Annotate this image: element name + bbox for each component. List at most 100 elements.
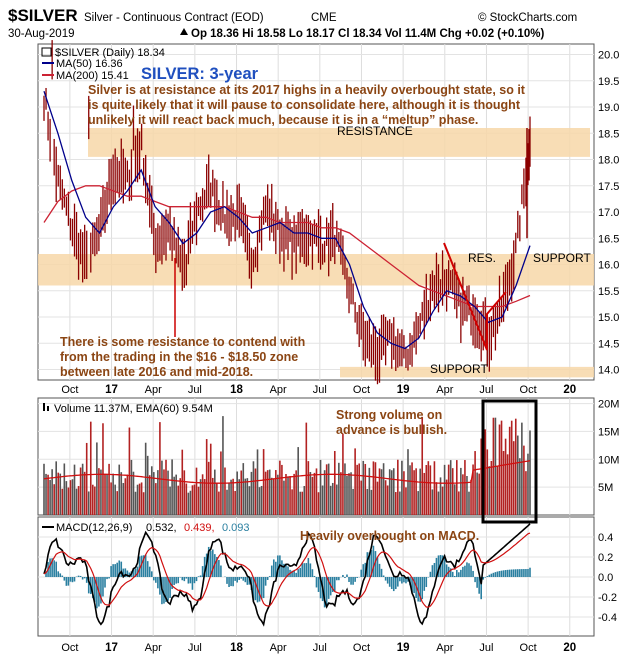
volume-bar — [55, 461, 58, 515]
volume-bar — [150, 466, 153, 515]
volume-bar — [344, 463, 346, 515]
macd-hist-bar — [523, 569, 525, 577]
volume-bar — [100, 469, 102, 515]
volume-bar — [201, 474, 204, 515]
macd-hist-bar — [417, 577, 419, 602]
volume-bar — [94, 486, 96, 515]
volume-bar — [146, 455, 149, 515]
macd-hist-bar — [472, 570, 474, 577]
macd-hist-bar — [55, 561, 58, 577]
macd-legend: MACD(12,26,9) 0.532, 0.439, 0.093 — [42, 522, 250, 534]
macd-hist-bar — [502, 570, 505, 577]
macd-hist-bar — [157, 577, 159, 589]
volume-bar — [325, 464, 328, 515]
brand-label: © StockCharts.com — [478, 12, 577, 24]
macd-hist-bar — [382, 575, 385, 577]
macd-hist-bar — [262, 577, 265, 599]
volume-bar — [165, 459, 167, 515]
volume-bar — [390, 470, 393, 515]
volume-bar — [209, 443, 212, 515]
volume-bar — [374, 462, 377, 515]
macd-hist-bar — [344, 577, 346, 579]
volume-bar — [173, 476, 175, 515]
macd-hist-bar — [378, 563, 381, 577]
macd-hist-bar — [512, 569, 515, 577]
macd-hist-bar — [61, 575, 64, 577]
volume-bar — [498, 424, 501, 515]
volume-bar — [189, 490, 192, 515]
macd-hist-bar — [140, 555, 143, 577]
macd-hist-bar — [364, 562, 367, 577]
macd-hist-bar — [331, 577, 334, 592]
macd-hist-bar — [514, 569, 517, 577]
macd-hist-bar — [376, 557, 379, 577]
macd-hist-bar — [179, 577, 182, 578]
y-axis-ticks: 20.0 19.5 19.0 18.5 18.0 17.5 17.0 16.5 16.0 15.5… — [598, 50, 619, 625]
volume-bar — [67, 487, 70, 515]
macd-hist-bar — [132, 567, 135, 577]
macd-hist-bar — [264, 577, 267, 586]
macd-hist-bar — [114, 564, 116, 577]
macd-hist-bar — [399, 577, 401, 582]
volume-bar — [407, 449, 409, 515]
macd-hist-bar — [73, 577, 76, 582]
macd-hist-bar — [124, 568, 127, 577]
legend-ma200: MA(200) 15.41 — [56, 70, 129, 82]
macd-hist-bar — [441, 555, 444, 577]
macd-hist-bar — [333, 577, 336, 591]
volume-bar — [216, 482, 218, 515]
volume-bar — [368, 467, 371, 515]
volume-bar — [122, 483, 125, 515]
macd-hist-bar — [516, 569, 519, 577]
note-line-1: There is some resistance to contend with — [60, 335, 305, 349]
x-tick-label-price: Oct — [61, 384, 78, 396]
volume-bar — [118, 464, 121, 515]
macd-hist-bar — [218, 559, 220, 577]
volume-bar — [85, 442, 88, 515]
volume-bar — [92, 484, 94, 515]
volume-bar — [260, 485, 263, 515]
x-tick-label-macd: Jul — [479, 642, 493, 654]
volume-bar — [106, 473, 108, 515]
x-axis-ticks: Oct Oct 17 17 Apr Apr Jul Jul 18 18 Apr Apr Jul Jul Oc… — [61, 384, 576, 654]
volume-bar — [161, 460, 163, 515]
price-legend: $SILVER (Daily) 18.34 MA(50) 16.36 MA(20… — [41, 47, 165, 82]
volume-bar — [336, 484, 338, 515]
macd-hist-bar — [134, 568, 137, 577]
macd-note: Heavily overbought on MACD. — [300, 529, 479, 543]
volume-bar — [187, 492, 190, 515]
macd-hist-bar — [458, 572, 460, 577]
volume-bar — [197, 486, 200, 515]
macd-hist-bar — [163, 577, 165, 604]
volume-bar — [183, 470, 186, 515]
volume-bar — [51, 469, 53, 515]
volume-bar — [431, 489, 434, 515]
macd-hist-bar — [301, 562, 304, 577]
macd-hist-bar — [425, 577, 428, 588]
volume-bar — [315, 468, 318, 515]
macd-hist-bar — [297, 569, 299, 577]
volume-bar — [193, 484, 196, 515]
volume-bar — [480, 438, 482, 515]
volume-bar — [195, 467, 198, 515]
macd-hist-bar — [138, 556, 141, 577]
volume-bar — [388, 469, 391, 515]
volume-bar — [331, 482, 334, 515]
volume-bar — [445, 479, 448, 515]
volume-bar — [386, 485, 389, 515]
macd-hist-bar — [277, 555, 279, 577]
macd-hist-bar — [419, 577, 421, 602]
macd-hist-bar — [83, 577, 86, 579]
macd-hist-bar — [49, 558, 51, 577]
volume-bar — [167, 470, 169, 515]
macd-hist-bar — [171, 577, 173, 590]
macd-hist-bar — [167, 577, 169, 601]
volume-bar — [153, 472, 155, 515]
volume-bar — [500, 420, 503, 515]
volume-bar — [287, 476, 289, 515]
zone-support — [38, 254, 594, 286]
macd-hist-bar — [207, 546, 210, 577]
volume-bar — [378, 468, 381, 515]
volume-bar — [307, 461, 310, 515]
macd-hist-bar — [521, 569, 523, 577]
